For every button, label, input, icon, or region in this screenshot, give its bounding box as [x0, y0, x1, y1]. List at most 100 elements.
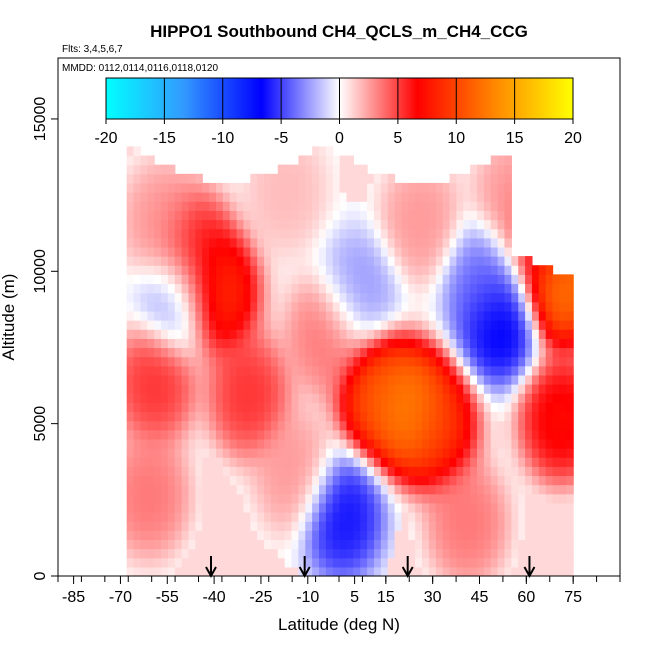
heatmap-cell: [325, 219, 334, 230]
colorbar-tick-label: 15: [506, 130, 524, 147]
heatmap-cell: [298, 201, 306, 211]
heatmap-cell: [477, 164, 485, 175]
heatmap-cell: [497, 402, 506, 413]
heatmap-cell: [442, 219, 451, 230]
heatmap-cell: [167, 374, 176, 385]
heatmap-cell: [188, 256, 196, 266]
heatmap-cell: [133, 228, 142, 239]
heatmap-cell: [305, 420, 313, 431]
heatmap-cell: [525, 530, 533, 541]
heatmap-cell: [174, 338, 183, 349]
heatmap-cell: [264, 256, 272, 266]
heatmap-cell: [422, 438, 430, 449]
heatmap-cell: [209, 265, 217, 275]
heatmap-cell: [428, 448, 437, 458]
heatmap-cell: [511, 329, 519, 339]
heatmap-cell: [195, 246, 203, 257]
heatmap-cell: [339, 548, 348, 559]
heatmap-cell: [511, 365, 519, 376]
heatmap-cell: [167, 475, 176, 486]
heatmap-cell: [243, 502, 251, 513]
heatmap-cell: [428, 512, 437, 522]
heatmap-cell: [538, 566, 547, 577]
heatmap-cell: [126, 512, 135, 522]
heatmap-cell: [298, 274, 306, 285]
heatmap-cell: [449, 219, 457, 230]
heatmap-cell: [209, 182, 217, 193]
heatmap-cell: [428, 493, 437, 504]
heatmap-cell: [360, 301, 368, 312]
heatmap-cell: [181, 210, 190, 221]
heatmap-cell: [229, 210, 238, 221]
heatmap-cell: [559, 429, 567, 440]
x-tick-label: -85: [62, 589, 85, 606]
heatmap-cell: [504, 201, 512, 211]
heatmap-cell: [325, 182, 334, 193]
heatmap-cell: [346, 530, 354, 541]
heatmap-cell: [140, 219, 148, 230]
heatmap-cell: [305, 173, 313, 184]
heatmap-cell: [525, 521, 533, 531]
x-tick-label: 75: [564, 589, 582, 606]
heatmap-cell: [552, 512, 561, 522]
heatmap-cell: [264, 521, 272, 531]
heatmap-cell: [538, 530, 547, 541]
heatmap-cell: [442, 356, 451, 367]
heatmap-cell: [422, 393, 430, 403]
heatmap-cell: [250, 420, 258, 431]
heatmap-cell: [415, 512, 423, 522]
heatmap-cell: [463, 365, 471, 376]
heatmap-cell: [442, 237, 451, 248]
heatmap-cell: [428, 228, 437, 239]
heatmap-cell: [380, 457, 389, 467]
heatmap-cell: [298, 301, 306, 312]
heatmap-cell: [319, 438, 327, 449]
heatmap-cell: [360, 374, 368, 385]
heatmap-cell: [284, 329, 293, 339]
heatmap-cell: [222, 402, 231, 413]
heatmap-cell: [236, 512, 245, 522]
heatmap-cell: [270, 502, 279, 513]
heatmap-cell: [353, 283, 361, 294]
heatmap-cell: [291, 365, 300, 376]
heatmap-cell: [346, 265, 354, 275]
heatmap-cell: [380, 393, 389, 403]
heatmap-cell: [497, 246, 506, 257]
heatmap-cell: [332, 173, 341, 184]
heatmap-cell: [264, 484, 272, 495]
heatmap-cell: [291, 356, 300, 367]
heatmap-cell: [332, 493, 341, 504]
heatmap-cell: [133, 502, 142, 513]
heatmap-cell: [250, 301, 258, 312]
heatmap-cell: [387, 329, 396, 339]
heatmap-cell: [373, 173, 382, 184]
heatmap-cell: [552, 384, 561, 394]
heatmap-cell: [380, 411, 389, 422]
heatmap-cell: [243, 530, 251, 541]
heatmap-cell: [435, 192, 444, 202]
heatmap-cell: [277, 219, 286, 230]
heatmap-cell: [353, 457, 361, 467]
heatmap-cell: [538, 310, 547, 321]
heatmap-cell: [188, 493, 196, 504]
heatmap-cell: [284, 411, 293, 422]
heatmap-cell: [222, 228, 231, 239]
heatmap-cell: [298, 402, 306, 413]
heatmap-cell: [346, 320, 354, 330]
heatmap-cell: [277, 265, 286, 275]
heatmap-cell: [236, 393, 245, 403]
heatmap-cell: [552, 374, 561, 385]
heatmap-cell: [181, 219, 190, 230]
heatmap-cell: [483, 374, 492, 385]
heatmap-cell: [422, 512, 430, 522]
heatmap-cell: [545, 457, 554, 467]
heatmap-cell: [408, 521, 416, 531]
heatmap-cell: [133, 265, 142, 275]
heatmap-cell: [449, 502, 457, 513]
heatmap-cell: [545, 283, 554, 294]
heatmap-cell: [202, 310, 210, 321]
heatmap-cell: [538, 301, 547, 312]
heatmap-cell: [428, 384, 437, 394]
heatmap-cell: [387, 219, 396, 230]
heatmap-cell: [408, 484, 416, 495]
